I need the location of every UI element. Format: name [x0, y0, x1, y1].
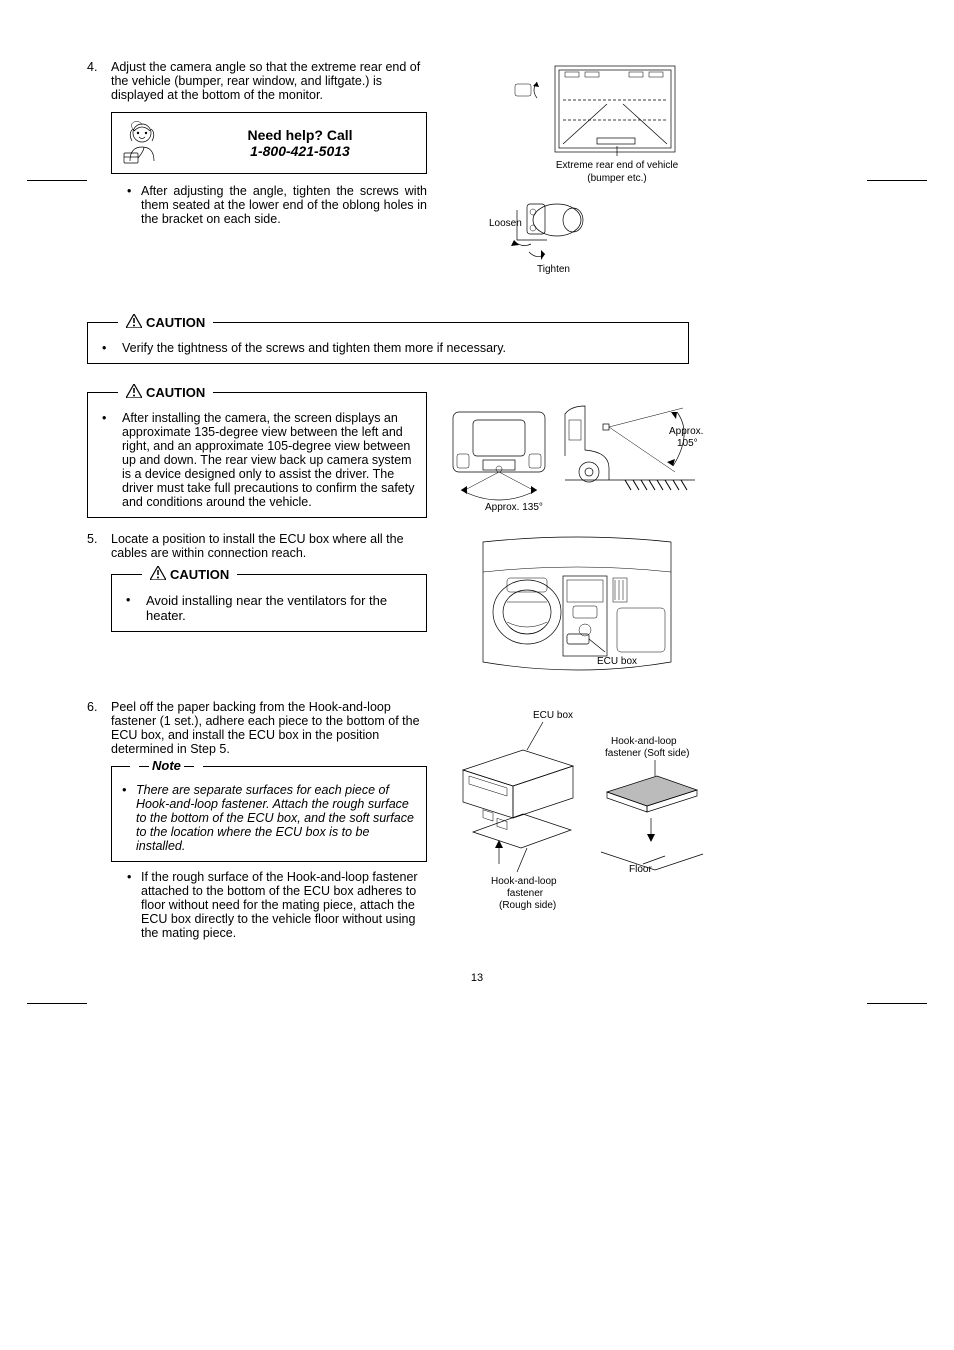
- step-5: 5. Locate a position to install the ECU …: [87, 532, 427, 560]
- step-number: 5.: [87, 532, 111, 560]
- caution2-text: After installing the camera, the screen …: [122, 411, 416, 509]
- crop-mark: [27, 180, 87, 181]
- ecu-label: ECU box: [597, 656, 637, 667]
- caution-text: CAUTION: [146, 385, 205, 400]
- soft-label-l2: fastener (Soft side): [605, 748, 689, 759]
- step-text: Peel off the paper backing from the Hook…: [111, 700, 427, 756]
- svg-text:Loosen: Loosen: [489, 218, 522, 229]
- step-6: 6. Peel off the paper backing from the H…: [87, 700, 427, 756]
- rough-label-l2: fastener: [507, 888, 544, 899]
- help-callout: Need help? Call 1-800-421-5013: [111, 112, 427, 174]
- note-bullet: • If the rough surface of the Hook-and-l…: [127, 870, 427, 940]
- caution3-text: Avoid installing near the ventilators fo…: [146, 593, 416, 623]
- sub-bullet: • After adjusting the angle, tighten the…: [127, 184, 427, 226]
- crop-mark: [867, 1003, 927, 1004]
- after-adjust-text: After adjusting the angle, tighten the s…: [141, 184, 427, 226]
- step-number: 4.: [87, 60, 111, 102]
- caution-label: CAUTION: [118, 314, 213, 331]
- figure-monitor: Extreme rear end of vehicle (bumper etc.…: [457, 60, 697, 290]
- fig1-rear-label-line1: Extreme rear end of vehicle: [556, 160, 679, 171]
- approx-105-label-l1: Approx.: [669, 426, 703, 437]
- warning-icon: [126, 314, 142, 331]
- approx-135-label: Approx. 135°: [485, 502, 543, 513]
- rough-label-l1: Hook-and-loop: [491, 876, 557, 887]
- fig1-rear-label-line2: (bumper etc.): [587, 173, 646, 184]
- note-box: Note • There are separate surfaces for e…: [111, 766, 427, 862]
- warning-icon: [150, 566, 166, 583]
- crop-mark: [27, 1003, 87, 1004]
- page-content: 4. Adjust the camera angle so that the e…: [87, 60, 867, 984]
- caution-box-3: CAUTION • Avoid installing near the vent…: [111, 574, 427, 632]
- step-text: Locate a position to install the ECU box…: [111, 532, 427, 560]
- figure-angles: Approx. 135°: [447, 394, 707, 514]
- note-text: There are separate surfaces for each pie…: [136, 783, 416, 853]
- rough-label-l3: (Rough side): [499, 900, 556, 910]
- ecu-label: ECU box: [533, 710, 573, 721]
- caution-label: CAUTION: [118, 384, 213, 401]
- approx-105-label-l2: 105°: [677, 438, 698, 449]
- caution-text: CAUTION: [146, 315, 205, 330]
- svg-text:Tighten: Tighten: [537, 264, 570, 275]
- figure-ecu-fastener: ECU box Hook-and-loop fastener (Rough si…: [447, 700, 707, 910]
- soft-label-l1: Hook-and-loop: [611, 736, 677, 747]
- page-number: 13: [87, 972, 867, 984]
- caution-label: CAUTION: [142, 566, 237, 583]
- caution1-text: Verify the tightness of the screws and t…: [122, 341, 506, 355]
- help-line2: 1-800-421-5013: [182, 143, 418, 159]
- help-person-icon: [120, 119, 168, 167]
- caution-box-2: CAUTION • After installing the camera, t…: [87, 392, 427, 518]
- caution-box-1: CAUTION • Verify the tightness of the sc…: [87, 322, 689, 364]
- note-label: Note: [130, 758, 203, 773]
- help-line1: Need help? Call: [182, 127, 418, 143]
- floor-label: Floor: [629, 864, 652, 875]
- step-text: Adjust the camera angle so that the extr…: [111, 60, 427, 102]
- caution-text: CAUTION: [170, 567, 229, 582]
- crop-mark: [867, 180, 927, 181]
- figure-dashboard: ECU box: [477, 532, 677, 682]
- step-number: 6.: [87, 700, 111, 756]
- step-4: 4. Adjust the camera angle so that the e…: [87, 60, 427, 102]
- warning-icon: [126, 384, 142, 401]
